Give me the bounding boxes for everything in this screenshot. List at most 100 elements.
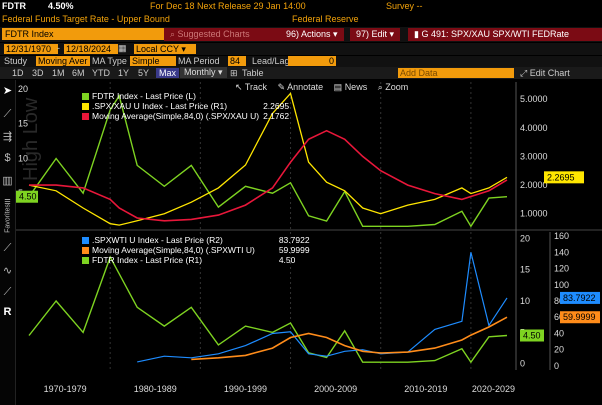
actions-num: 96	[286, 29, 297, 39]
suggested-charts-label: Suggested Charts	[177, 29, 250, 39]
start-date-field[interactable]: 12/31/1970	[4, 44, 58, 54]
range-3d[interactable]: 3D	[32, 68, 44, 78]
edit-chart-button[interactable]: ⤢ Edit Chart	[520, 68, 570, 78]
x-category-0: 1970-1979	[44, 384, 87, 394]
calendar-icon[interactable]: ▦	[118, 43, 127, 53]
right-tick-0: 5.0000	[520, 94, 548, 104]
legend-label-ma-xau: Moving Average(Simple,84,0) (.SPX/XAU U)	[92, 111, 260, 121]
zoom-label: Zoom	[385, 82, 409, 92]
ma-type-select[interactable]: Simple	[130, 56, 176, 66]
range-1y[interactable]: 1Y	[118, 68, 130, 78]
range-6m[interactable]: 6M	[72, 68, 85, 78]
legend-row-fdtr-r1: FDTR Index - Last Price (R1) 4.50	[82, 255, 314, 265]
bottom-legend: .SPXWTI U Index - Last Price (R2) 83.792…	[82, 235, 314, 265]
security-header: FDTR 4.50% For Dec 18 Next Release 29 Ja…	[0, 0, 602, 13]
r2-tick-3: 100	[554, 280, 569, 290]
annotate-tool[interactable]: ✎ Annotate	[277, 82, 324, 92]
ma-type-label: MA Type	[92, 56, 127, 66]
legend-value-fdtr	[263, 91, 293, 101]
chart-canvas[interactable]: 20151055.00004.00003.00002.00001.0000201…	[16, 80, 602, 405]
actions-label: Actions	[301, 29, 331, 39]
hlines-icon[interactable]: ≡	[4, 196, 11, 208]
survey: Survey --	[386, 1, 423, 11]
r1-tick-4: 0	[520, 359, 525, 369]
chart-title: G 491: SPX/XAU SPX/WTI FEDRate	[421, 29, 570, 39]
r2-tick-4: 80	[554, 296, 564, 306]
track-label: Track	[244, 82, 268, 92]
tag-fdtr-r1: 4.50	[523, 331, 541, 341]
range-max[interactable]: Max	[156, 68, 180, 78]
series-line-fdtr-top	[28, 94, 508, 228]
tag-spxxau-right-bg	[544, 171, 584, 184]
x-category-1: 1980-1989	[134, 384, 177, 394]
news-tool[interactable]: ▤ News	[333, 82, 368, 92]
text-tool-icon[interactable]: R	[3, 306, 12, 318]
chart-title-tab[interactable]: ▮ G 491: SPX/XAU SPX/WTI FEDRate	[408, 28, 602, 41]
legend-row-ma-wti: Moving Average(Simple,84,0) (.SPXWTI U) …	[82, 245, 314, 255]
pointer-icon[interactable]: ➤	[2, 85, 13, 97]
command-bar: FDTR Index ⌕ Suggested Charts 96) Action…	[0, 27, 602, 42]
edit-num: 97	[356, 29, 367, 39]
next-release: For Dec 18 Next Release 29 Jan 14:00	[150, 1, 306, 11]
study-select[interactable]: Moving Aver	[36, 56, 90, 66]
track-tool[interactable]: ↖ Track	[235, 82, 268, 92]
table-button[interactable]: Table	[242, 68, 264, 78]
currency-select[interactable]: Local CCY ▾	[134, 44, 196, 54]
end-date-field[interactable]: 12/18/2024	[64, 44, 118, 54]
chart-tools: ↖ Track ✎ Annotate ▤ News ⌕ Zoom	[235, 82, 408, 93]
favorites-label: Favorites	[4, 204, 12, 233]
news-label: News	[344, 82, 368, 92]
range-1m[interactable]: 1M	[52, 68, 65, 78]
edit-chart-label: Edit Chart	[529, 68, 570, 78]
range-ytd[interactable]: YTD	[92, 68, 110, 78]
ma-period-field[interactable]: 84	[228, 56, 246, 66]
tag-fdtr-left-bg	[16, 190, 38, 203]
date-dash: -	[57, 43, 60, 53]
right-tick-3: 2.0000	[520, 180, 548, 190]
left-tick-1: 15	[18, 119, 28, 129]
legend-row-fdtr: FDTR Index - Last Price (L)	[82, 91, 293, 101]
r1-tick-0: 20	[520, 233, 530, 243]
x-category-5: 2020-2029	[472, 384, 515, 394]
dollar-icon[interactable]: $	[4, 152, 11, 164]
legend-label-spxxau: .SPX/XAU U Index - Last Price (R1)	[92, 101, 228, 111]
series-line-fdtr-bottom	[28, 255, 508, 364]
legend-value-fdtr-r1: 4.50	[278, 255, 296, 265]
tag-spxwti-bg	[560, 291, 600, 304]
actions-menu[interactable]: 96) Actions ▾	[280, 28, 344, 41]
r2-tick-7: 20	[554, 345, 564, 355]
edit-menu[interactable]: 97) Edit ▾	[350, 28, 401, 41]
watermark-text: High Low	[20, 97, 42, 181]
suggested-charts-tab[interactable]: ⌕ Suggested Charts	[164, 28, 286, 41]
currency-value: Local CCY	[136, 44, 179, 54]
legend-swatch-spxxau	[82, 103, 89, 111]
range-1d[interactable]: 1D	[12, 68, 24, 78]
top-legend: FDTR Index - Last Price (L) .SPX/XAU U I…	[82, 91, 293, 121]
zoom-tool[interactable]: ⌕ Zoom	[377, 82, 409, 92]
r2-tick-2: 120	[554, 264, 569, 274]
tag-spxxau-right: 2.2695	[547, 172, 575, 182]
bookmark-icon: ▮	[414, 29, 419, 39]
add-data-field[interactable]: Add Data	[398, 68, 514, 78]
r2-tick-0: 160	[554, 231, 569, 241]
frequency-select[interactable]: Monthly ▾	[180, 67, 227, 78]
curve-tool-icon[interactable]: ∿	[2, 265, 13, 277]
bars-icon[interactable]: ▥	[2, 175, 13, 187]
legend-row-ma-xau: Moving Average(Simple,84,0) (.SPX/XAU U)…	[82, 111, 293, 121]
legend-swatch-spxwti	[82, 237, 89, 245]
x-category-2: 1990-1999	[224, 384, 267, 394]
right-tick-1: 4.0000	[520, 123, 548, 133]
line-tool-icon[interactable]: ⟋	[3, 242, 12, 254]
fib-icon[interactable]: ⇶	[2, 131, 13, 143]
trend-icon[interactable]: ⟋	[3, 108, 12, 120]
range-5y[interactable]: 5Y	[138, 68, 150, 78]
table-icon[interactable]: ⊞	[230, 68, 238, 78]
security-input[interactable]: FDTR Index	[2, 28, 168, 40]
draw-tool-icon[interactable]: ⟋	[3, 286, 12, 298]
drawing-toolbar: ➤ ⟋ ⇶ $ ▥ ≡ Favorites ⟋ ∿ ⟋ R	[0, 80, 16, 405]
legend-value-spxwti: 83.7922	[278, 235, 310, 245]
lead-lag-field[interactable]: 0	[288, 56, 336, 66]
ma-period-label: MA Period	[178, 56, 220, 66]
left-tick-2: 10	[18, 153, 28, 163]
tag-fdtr-left: 4.50	[19, 192, 37, 202]
